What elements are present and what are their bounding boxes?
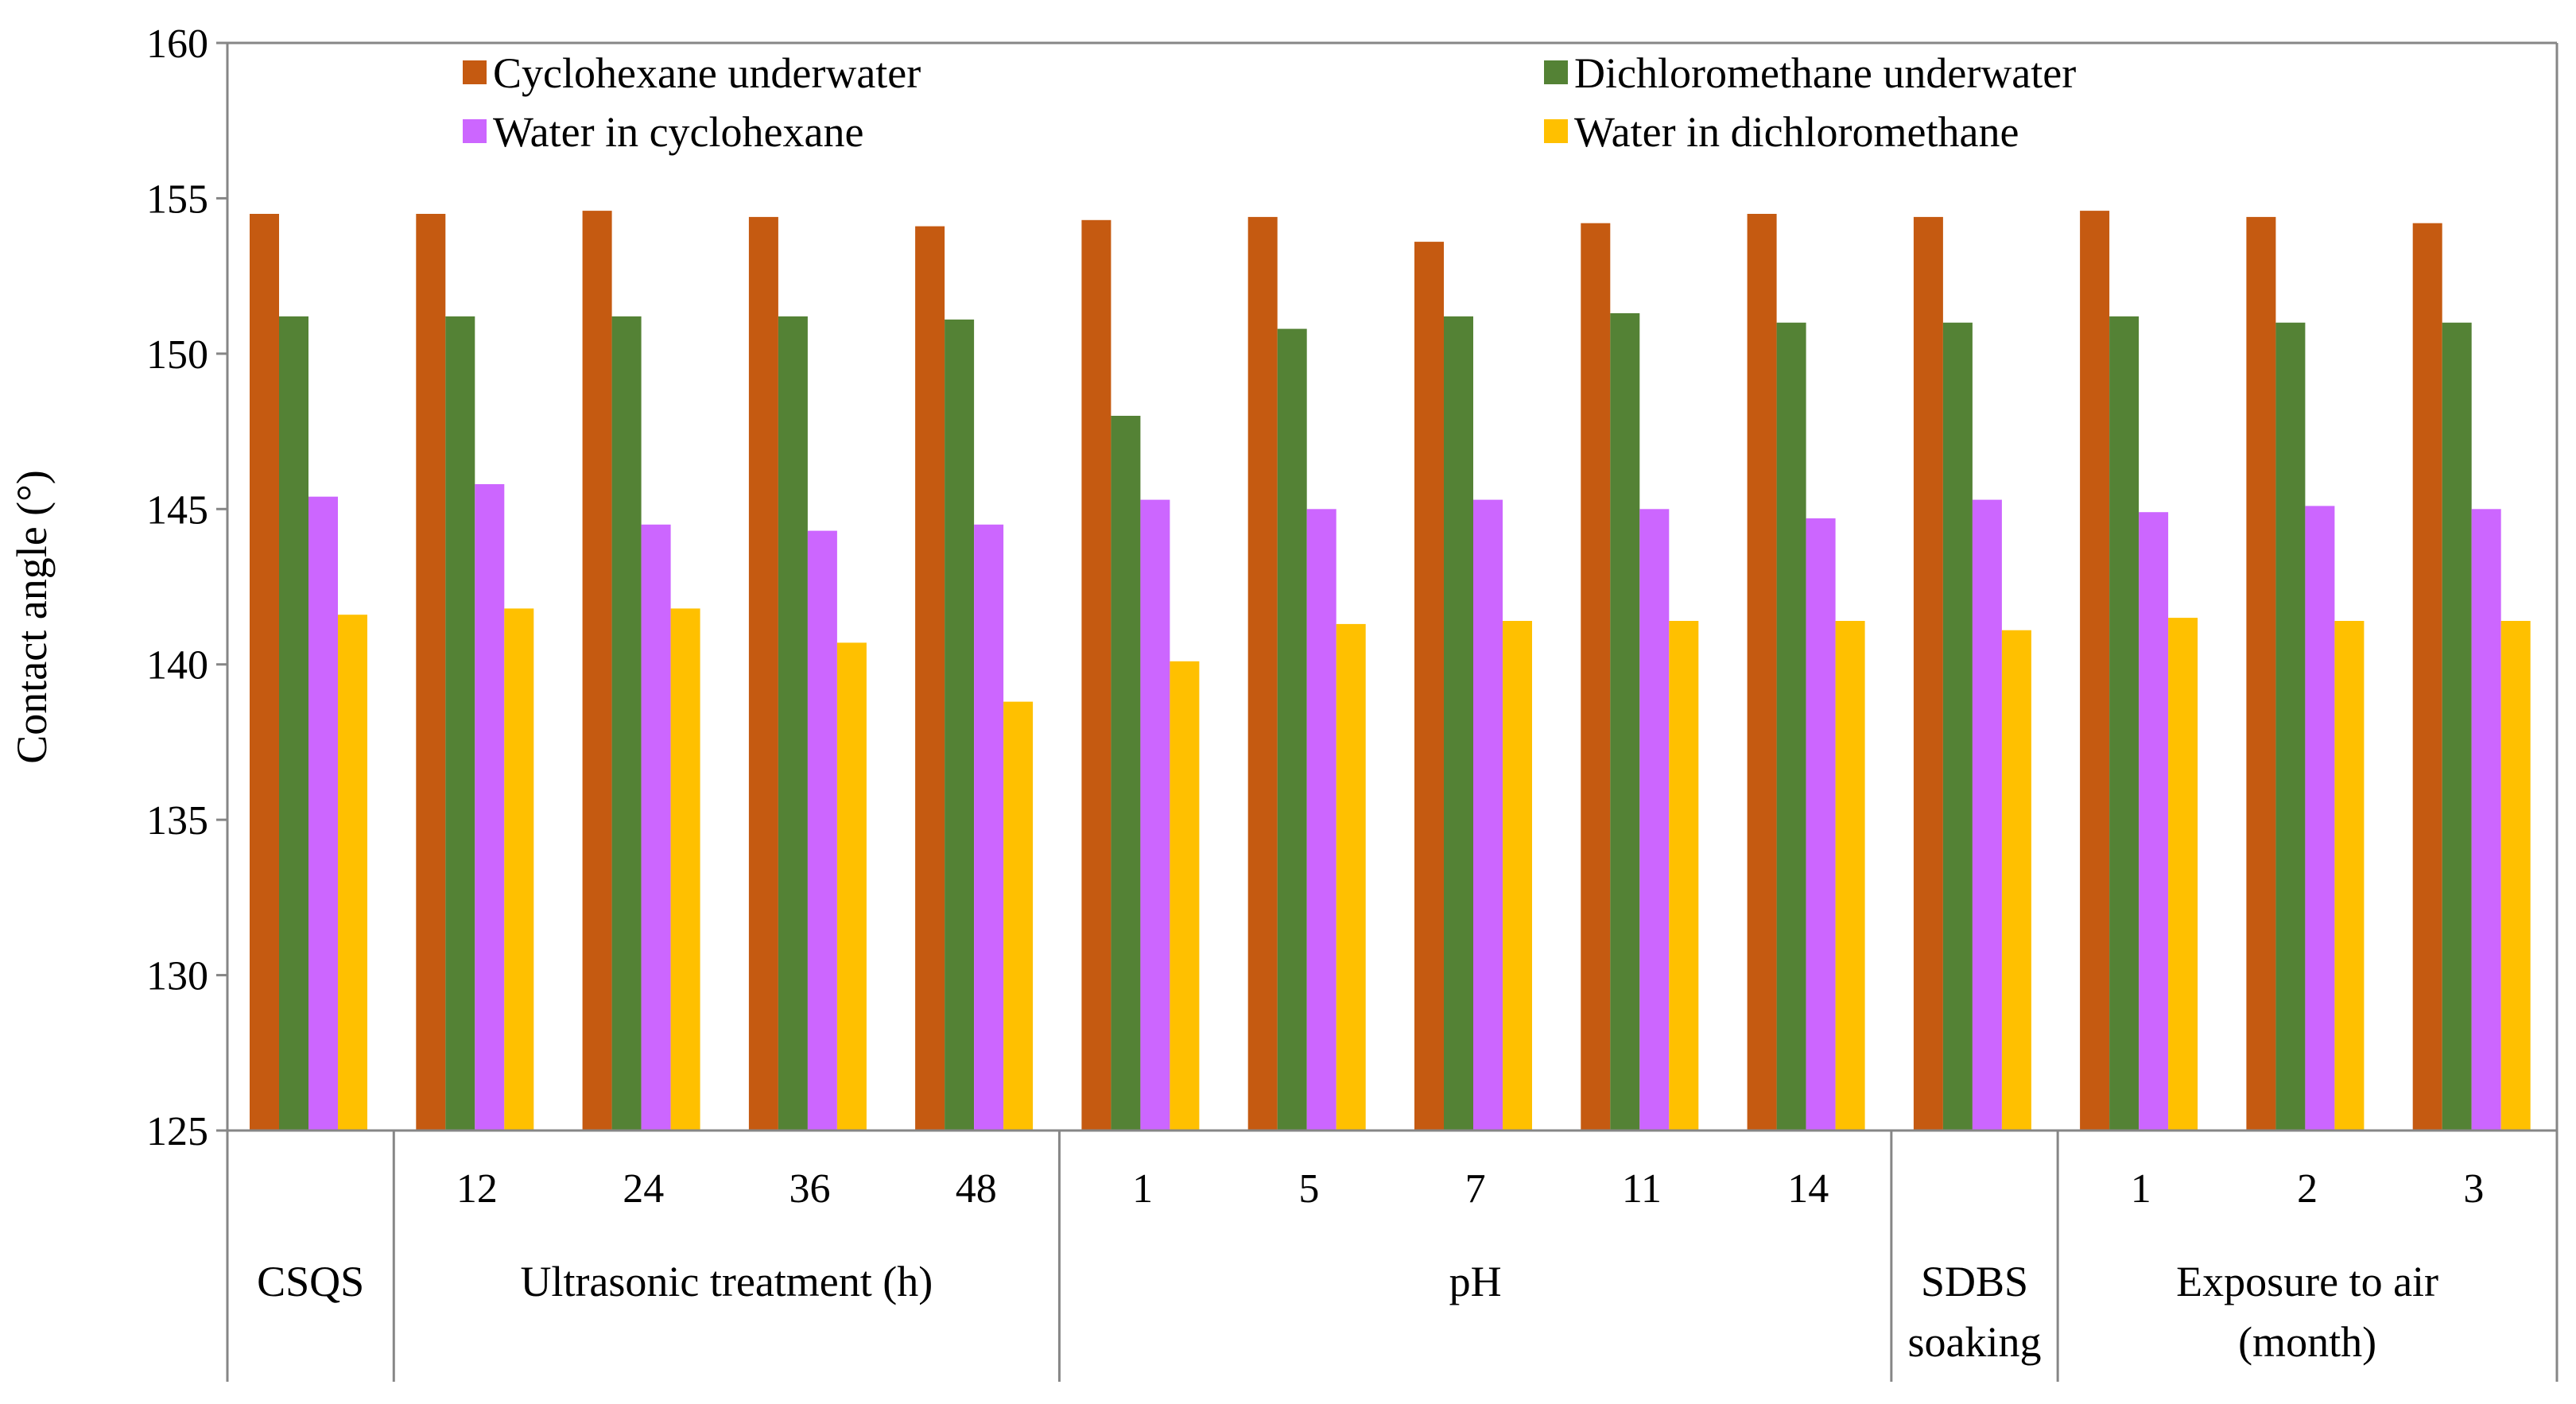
bar xyxy=(778,316,808,1131)
y-tick-label: 150 xyxy=(146,332,208,378)
bar xyxy=(2246,216,2276,1131)
x-category-label: 14 xyxy=(1787,1166,1829,1212)
bar xyxy=(1610,313,1640,1131)
bar xyxy=(582,211,612,1131)
bar xyxy=(945,319,975,1131)
y-tick-label: 130 xyxy=(146,954,208,999)
bar xyxy=(836,642,867,1131)
legend-label: Cyclohexane underwater xyxy=(493,49,921,97)
bar xyxy=(2080,211,2110,1131)
x-group-label: Exposure to air xyxy=(2176,1258,2438,1305)
bar xyxy=(1913,216,1943,1131)
bar xyxy=(2500,621,2531,1131)
x-group-label: soaking xyxy=(1908,1318,2042,1366)
bar xyxy=(279,316,308,1131)
bar xyxy=(2471,509,2501,1131)
bar xyxy=(1942,322,1973,1131)
x-category-label: 5 xyxy=(1298,1166,1319,1212)
legend-label: Dichloromethane underwater xyxy=(1574,49,2076,97)
x-group-label: SDBS xyxy=(1921,1258,2028,1305)
bar xyxy=(1835,621,1865,1131)
bar xyxy=(416,214,446,1131)
bar xyxy=(1003,701,1034,1131)
bar xyxy=(445,316,475,1131)
bar xyxy=(1972,499,2002,1131)
bar xyxy=(1336,623,1366,1131)
y-tick-label: 125 xyxy=(146,1109,208,1154)
legend: Cyclohexane underwater Dichloromethane un… xyxy=(463,49,2076,156)
x-category-label: 1 xyxy=(2131,1166,2151,1212)
axes-layer xyxy=(226,41,2559,1132)
bar xyxy=(1111,416,1141,1131)
bar xyxy=(504,608,534,1131)
legend-swatch xyxy=(1544,119,1568,143)
x-category-label: 12 xyxy=(456,1166,498,1212)
x-category-label: 48 xyxy=(956,1166,997,1212)
bar xyxy=(2275,322,2306,1131)
x-category-label: 36 xyxy=(789,1166,831,1212)
bar xyxy=(475,484,505,1131)
bar xyxy=(1806,518,1836,1131)
bar xyxy=(1473,499,1503,1131)
bar xyxy=(915,226,945,1131)
x-group-label: pH xyxy=(1449,1258,1502,1305)
legend-swatch xyxy=(463,119,487,143)
bar xyxy=(1140,499,1170,1131)
bar xyxy=(1414,242,1444,1131)
bar xyxy=(1747,214,1777,1131)
bar xyxy=(1170,661,1200,1131)
y-tick-label: 160 xyxy=(146,21,208,67)
bar xyxy=(1669,621,1699,1131)
bar xyxy=(1277,328,1307,1131)
x-group-label: (month) xyxy=(2238,1318,2376,1366)
bar xyxy=(1581,223,1611,1131)
bar xyxy=(2412,223,2442,1131)
x-category-label: 11 xyxy=(1622,1166,1662,1212)
bar xyxy=(1444,316,1473,1131)
legend-label: Water in dichloromethane xyxy=(1574,108,2019,156)
x-category-label: 2 xyxy=(2297,1166,2318,1212)
legend-swatch xyxy=(463,60,487,84)
bar xyxy=(748,216,778,1131)
bar xyxy=(974,524,1004,1131)
y-tick-label: 145 xyxy=(146,487,208,533)
x-category-label: 3 xyxy=(2463,1166,2484,1212)
legend-swatch xyxy=(1544,60,1568,84)
bar xyxy=(1081,219,1111,1131)
bar xyxy=(1776,322,1806,1131)
y-tick-label: 135 xyxy=(146,798,208,844)
bar xyxy=(2442,322,2472,1131)
x-group-label: CSQS xyxy=(257,1258,364,1305)
x-category-label: 7 xyxy=(1465,1166,1486,1212)
bar xyxy=(807,530,837,1131)
bar xyxy=(2001,630,2031,1131)
y-tick-label: 155 xyxy=(146,176,208,222)
x-category-label: 1 xyxy=(1132,1166,1153,1212)
bar xyxy=(1306,509,1336,1131)
bar xyxy=(611,316,642,1131)
bar xyxy=(2109,316,2140,1131)
bar xyxy=(641,524,671,1131)
bars-layer xyxy=(250,211,2531,1131)
x-group-label: Ultrasonic treatment (h) xyxy=(520,1258,933,1305)
bar xyxy=(308,496,338,1131)
y-axis-title: Contact angle (°) xyxy=(8,470,56,763)
bar xyxy=(1639,509,1670,1131)
x-category-label: 24 xyxy=(623,1166,664,1212)
bar xyxy=(670,608,700,1131)
bar xyxy=(2139,512,2169,1131)
y-ticks-layer: 125 130 135 140 145 150 155 160 xyxy=(146,21,227,1154)
bar xyxy=(2334,621,2365,1131)
bar xyxy=(250,214,279,1131)
y-tick-label: 140 xyxy=(146,643,208,688)
legend-label: Water in cyclohexane xyxy=(493,108,863,156)
bar xyxy=(2305,506,2335,1131)
bar xyxy=(1247,216,1278,1131)
bar xyxy=(1503,621,1532,1131)
bar xyxy=(338,615,367,1131)
bar xyxy=(2168,618,2198,1131)
